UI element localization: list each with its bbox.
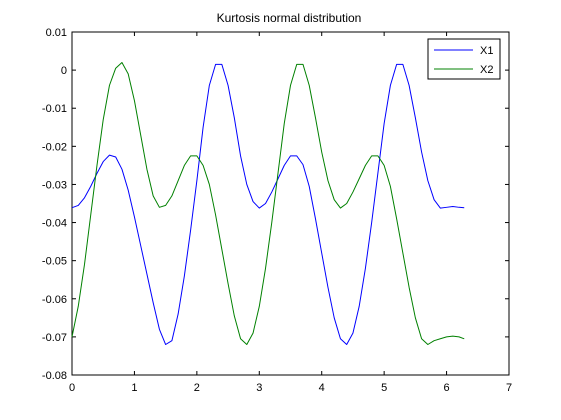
x-tick-label: 6 (444, 382, 450, 394)
y-tick-label: -0.02 (42, 141, 67, 153)
y-tick-label: -0.08 (42, 370, 67, 382)
series-line-x2 (71, 61, 465, 346)
x-tick-label: 7 (506, 382, 512, 394)
chart-title: Kurtosis normal distribution (217, 11, 362, 25)
legend-label-x2: X2 (480, 64, 493, 76)
legend: X1 X2 (427, 38, 501, 80)
y-tick-label: 0 (61, 65, 67, 77)
y-tick-label: 0.01 (46, 27, 67, 39)
axis-ticks: 0 1 2 3 4 5 6 7 0.01 0 -0.01 -0.02 -0.03 -0.04 -0.05 -0… (42, 27, 512, 394)
series-line-x1 (71, 63, 465, 346)
y-tick-label: -0.04 (42, 218, 67, 230)
legend-box (427, 38, 501, 80)
y-tick-label: -0.01 (42, 103, 67, 115)
x-tick-label: 0 (69, 382, 75, 394)
x-tick-label: 2 (194, 382, 200, 394)
y-tick-label: -0.05 (42, 256, 67, 268)
legend-label-x1: X1 (480, 45, 493, 57)
plot-area (71, 31, 510, 376)
x-tick-label: 5 (381, 382, 387, 394)
x-tick-label: 1 (131, 382, 137, 394)
y-tick-label: -0.06 (42, 294, 67, 306)
y-tick-label: -0.03 (42, 179, 67, 191)
series-lines (71, 61, 465, 346)
x-tick-label: 3 (256, 382, 262, 394)
y-tick-label: -0.07 (42, 332, 67, 344)
x-tick-label: 4 (319, 382, 325, 394)
